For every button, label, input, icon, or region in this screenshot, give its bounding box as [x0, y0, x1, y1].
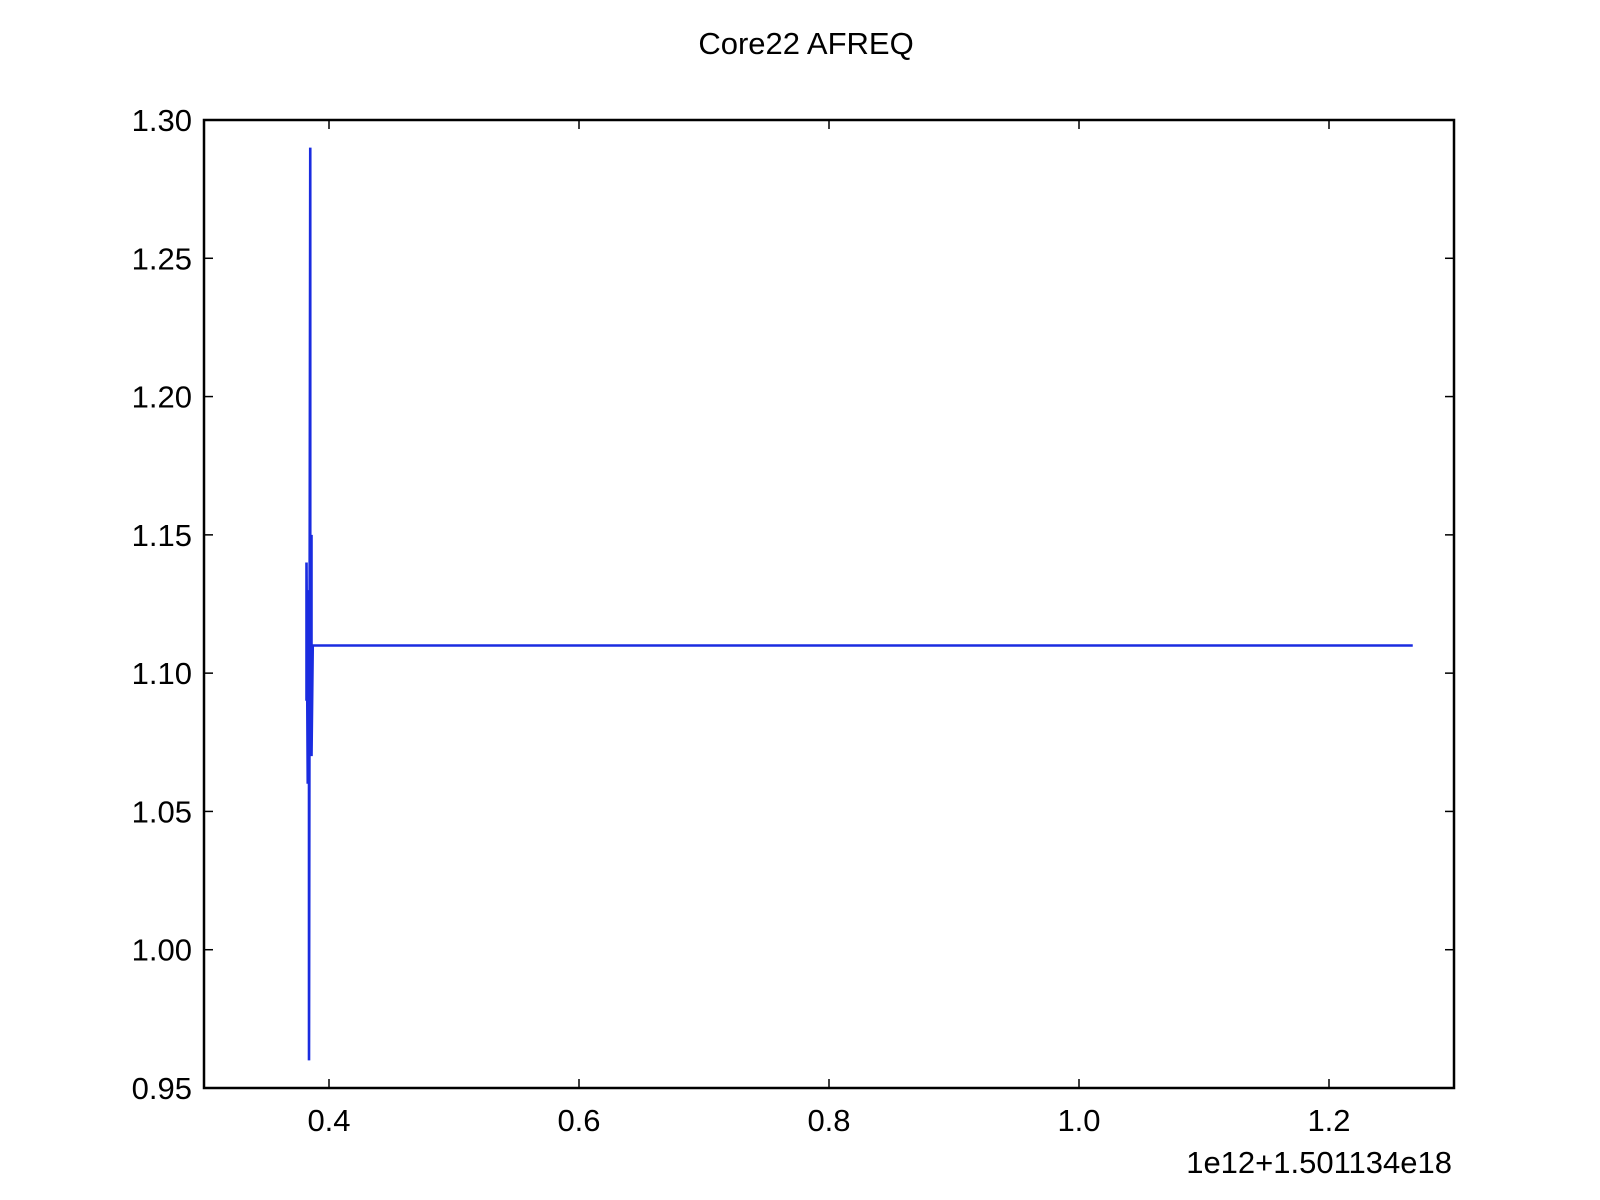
x-tick-label: 0.4	[307, 1103, 350, 1138]
chart-title: Core22 AFREQ	[698, 26, 913, 61]
y-tick-label: 1.25	[132, 241, 192, 276]
series-line-0	[305, 147, 1413, 1061]
y-tick-label: 0.95	[132, 1071, 192, 1106]
series-layer	[305, 147, 1413, 1061]
x-tick-label: 0.8	[807, 1103, 850, 1138]
y-tick-label: 1.00	[132, 933, 192, 968]
plot-frame	[202, 118, 1456, 1090]
x-axis-offset-label: 1e12+1.501134e18	[1186, 1145, 1452, 1180]
x-tick-label: 0.6	[557, 1103, 600, 1138]
y-axis-ticks: 0.95 1.00 1.05 1.10 1.15 1.20 1.25 1.30	[132, 103, 1454, 1106]
y-tick-label: 1.05	[132, 794, 192, 829]
x-tick-label: 1.2	[1307, 1103, 1350, 1138]
y-tick-label: 1.10	[132, 656, 192, 691]
x-tick-label: 1.0	[1057, 1103, 1100, 1138]
y-tick-label: 1.15	[132, 518, 192, 553]
y-tick-label: 1.20	[132, 380, 192, 415]
y-tick-label: 1.30	[132, 103, 192, 138]
x-axis-ticks: 0.4 0.6 0.8 1.0 1.2	[307, 120, 1351, 1138]
